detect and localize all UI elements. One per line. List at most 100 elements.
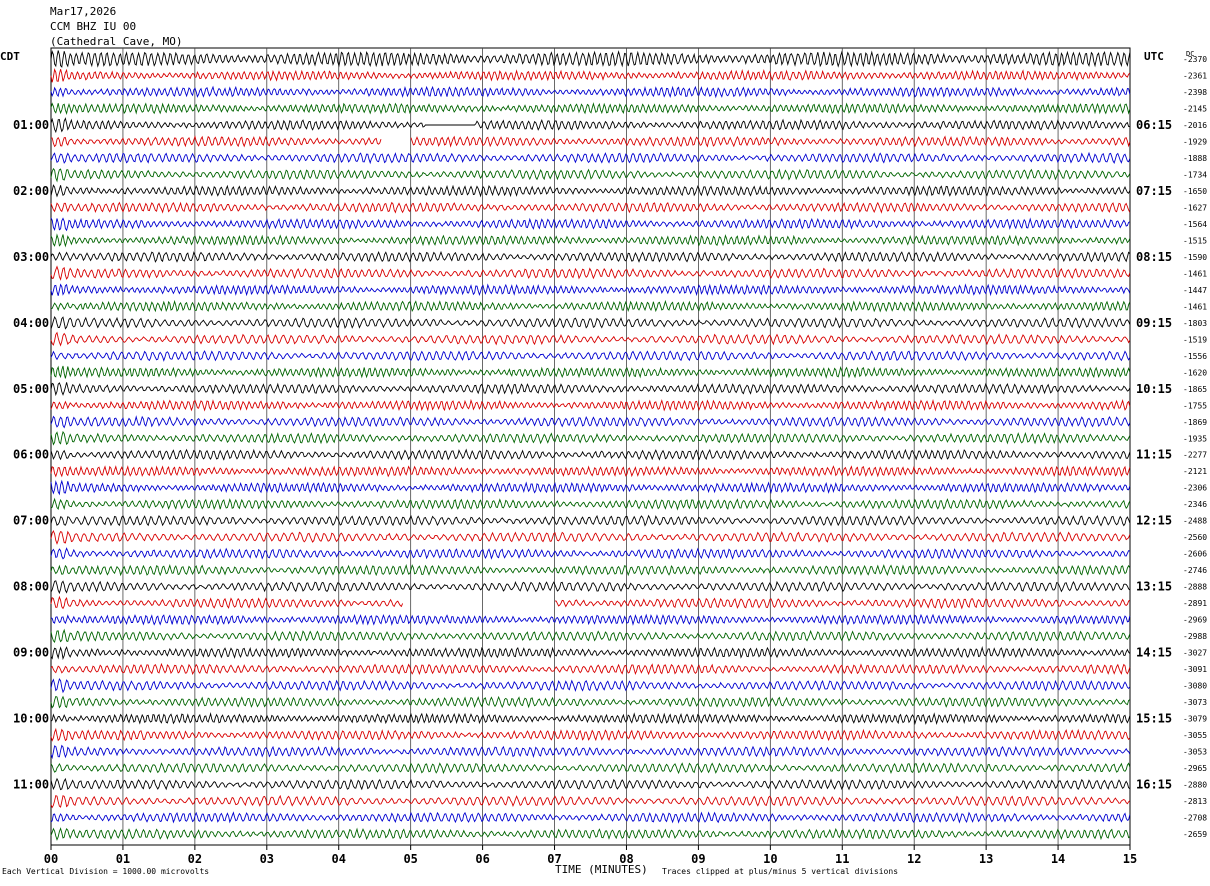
trace-row	[50, 646, 1131, 661]
trace-row	[50, 233, 1131, 248]
trace-line	[50, 662, 1131, 676]
hour-label-right: 16:15	[1136, 778, 1172, 792]
trace-line	[50, 49, 1131, 68]
trace-row	[50, 547, 1130, 560]
trace-line	[50, 201, 1131, 214]
chart-header: Mar17,2026 CCM BHZ IU 00 (Cathedral Cave, …	[50, 4, 182, 49]
dc-offset-label: -1590	[1183, 253, 1207, 262]
dc-offset-label: -2016	[1183, 121, 1207, 130]
trace-line	[50, 135, 1131, 148]
x-tick-label: 15	[1123, 852, 1137, 866]
hour-label-left: 08:00	[13, 580, 49, 594]
hour-label-right: 14:15	[1136, 646, 1172, 660]
trace-line	[50, 695, 1131, 709]
trace-line	[50, 217, 1131, 232]
trace-line	[50, 613, 1131, 626]
trace-line	[50, 167, 1131, 183]
hour-label-left: 03:00	[13, 250, 49, 264]
dc-offset-label: -2145	[1183, 104, 1207, 113]
plot-frame	[50, 47, 1131, 846]
trace-row	[50, 283, 1131, 297]
dc-offset-label: -1803	[1183, 319, 1207, 328]
timezone-right-label: UTC	[1144, 50, 1164, 63]
trace-row	[50, 777, 1131, 791]
dc-offset-label: -3080	[1183, 682, 1207, 691]
trace-line	[50, 646, 1131, 661]
trace-line	[50, 250, 1131, 263]
dc-offset-label: -1447	[1183, 286, 1207, 295]
dc-offset-label: -2813	[1183, 797, 1207, 806]
hour-label-left: 09:00	[13, 646, 49, 660]
dc-offset-label: -2965	[1183, 764, 1207, 773]
trace-line	[50, 712, 1131, 726]
dc-offset-label: -2398	[1183, 88, 1207, 97]
scale-note: Each Vertical Division = 1000.00 microvo…	[2, 867, 210, 876]
hour-label-right: 08:15	[1136, 250, 1172, 264]
trace-line	[50, 233, 1131, 248]
dc-offset-label: -2370	[1183, 55, 1207, 64]
dc-offset-label: -1935	[1183, 434, 1207, 443]
trace-row	[50, 628, 1131, 644]
trace-row	[50, 382, 1131, 397]
trace-line	[50, 827, 1131, 841]
dc-offset-label: -2346	[1183, 500, 1207, 509]
trace-row	[50, 529, 1131, 545]
trace-row	[50, 331, 1131, 347]
trace-line	[50, 727, 1131, 742]
trace-line	[50, 299, 1131, 313]
trace-line	[50, 102, 1131, 116]
hour-label-left: 11:00	[13, 778, 49, 792]
x-tick-label: 12	[907, 852, 921, 866]
hour-label-left: 04:00	[13, 316, 49, 330]
trace-row	[50, 430, 1131, 446]
dc-offset-label: -1929	[1183, 137, 1207, 146]
trace-line	[50, 184, 1131, 198]
x-tick-label: 13	[979, 852, 993, 866]
dc-offset-label: -1515	[1183, 236, 1207, 245]
x-tick-label: 07	[547, 852, 561, 866]
trace-line	[50, 382, 1131, 397]
trace-row	[50, 662, 1131, 676]
trace-row	[50, 448, 1131, 461]
dc-offset-label: -3053	[1183, 748, 1207, 757]
trace-row	[50, 827, 1131, 841]
dc-offset-label: -2880	[1183, 781, 1207, 790]
dc-offset-label: -3091	[1183, 665, 1207, 674]
timezone-left-label: CDT	[0, 50, 20, 63]
hour-label-right: 13:15	[1136, 580, 1172, 594]
dc-offset-label: -1519	[1183, 335, 1207, 344]
trace-line	[50, 117, 1130, 134]
trace-row	[50, 514, 1131, 527]
dc-offset-label: -1620	[1183, 368, 1207, 377]
hour-label-left: 07:00	[13, 514, 49, 528]
trace-row	[50, 794, 1131, 809]
hour-label-right: 11:15	[1136, 448, 1172, 462]
x-tick-label: 10	[763, 852, 777, 866]
trace-row	[50, 184, 1131, 198]
trace-row	[50, 299, 1131, 313]
trace-line	[50, 677, 1131, 694]
hour-label-left: 06:00	[13, 448, 49, 462]
trace-row	[50, 365, 1131, 379]
trace-row	[50, 85, 1131, 99]
trace-line	[50, 430, 1131, 446]
trace-row	[50, 744, 1131, 760]
dc-offset-label: -1755	[1183, 401, 1207, 410]
trace-line	[50, 529, 1131, 545]
trace-line	[50, 547, 1130, 560]
trace-line	[50, 628, 1131, 644]
dc-offset-label: -2708	[1183, 814, 1207, 823]
trace-row	[50, 250, 1131, 263]
dc-offset-label: -2969	[1183, 616, 1207, 625]
trace-row	[50, 497, 1131, 511]
date-label: Mar17,2026	[50, 5, 117, 18]
dc-offset-label: -1650	[1183, 187, 1207, 196]
clip-note: Traces clipped at plus/minus 5 vertical …	[662, 867, 899, 876]
trace-row	[50, 49, 1131, 68]
x-tick-label: 06	[475, 852, 489, 866]
trace-line	[50, 514, 1131, 527]
x-tick-label: 09	[691, 852, 705, 866]
hour-label-left: 02:00	[13, 184, 49, 198]
dc-offset-label: -3027	[1183, 649, 1207, 658]
